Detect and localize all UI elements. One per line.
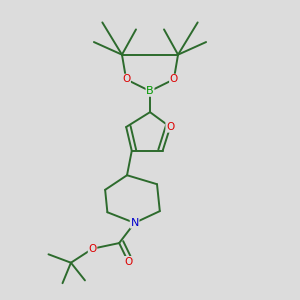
Text: O: O [88,244,97,254]
Text: O: O [166,122,174,132]
Text: O: O [124,256,132,267]
Text: O: O [170,74,178,84]
Text: B: B [146,86,154,96]
Text: O: O [122,74,130,84]
Text: N: N [130,218,139,228]
